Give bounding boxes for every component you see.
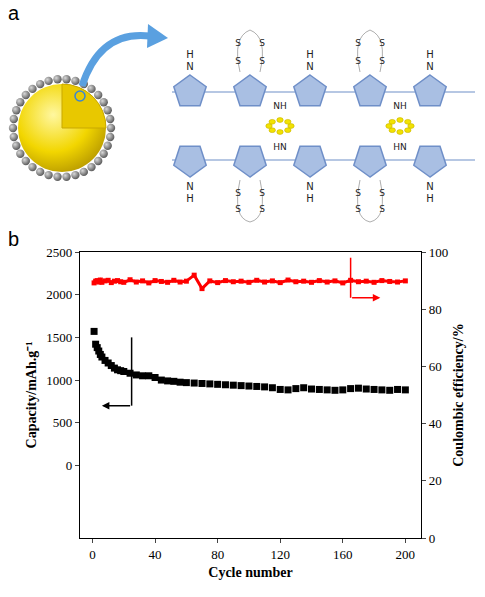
svg-text:S: S xyxy=(259,204,265,214)
svg-text:S: S xyxy=(235,38,241,48)
svg-text:0: 0 xyxy=(66,458,73,473)
svg-text:H: H xyxy=(306,193,314,204)
svg-text:80: 80 xyxy=(211,547,224,562)
svg-text:120: 120 xyxy=(270,547,290,562)
svg-text:500: 500 xyxy=(53,415,73,430)
svg-text:N: N xyxy=(306,181,313,192)
svg-text:S: S xyxy=(379,38,385,48)
svg-text:S: S xyxy=(379,188,385,198)
svg-text:200: 200 xyxy=(396,547,416,562)
svg-text:S: S xyxy=(259,188,265,198)
svg-text:S: S xyxy=(379,56,385,66)
svg-text:N: N xyxy=(186,181,193,192)
svg-text:1000: 1000 xyxy=(46,373,72,388)
html-text:b: b xyxy=(8,228,20,250)
svg-text:H: H xyxy=(186,193,194,204)
svg-text:S: S xyxy=(259,56,265,66)
svg-text:H: H xyxy=(426,193,434,204)
svg-text:0: 0 xyxy=(429,531,436,546)
svg-text:S: S xyxy=(259,38,265,48)
svg-text:S: S xyxy=(355,56,361,66)
svg-text:160: 160 xyxy=(333,547,353,562)
svg-text:HN: HN xyxy=(393,142,407,152)
svg-text:S: S xyxy=(355,204,361,214)
svg-text:S: S xyxy=(379,204,385,214)
svg-text:NH: NH xyxy=(273,101,287,111)
svg-text:2500: 2500 xyxy=(46,245,72,260)
svg-text:S: S xyxy=(355,38,361,48)
svg-text:Coulombic efficiency/%: Coulombic efficiency/% xyxy=(451,323,466,466)
svg-text:NH: NH xyxy=(393,101,407,111)
svg-text:H: H xyxy=(426,49,434,60)
svg-text:H: H xyxy=(186,49,194,60)
svg-text:N: N xyxy=(186,61,193,72)
html-text:a: a xyxy=(8,2,20,24)
svg-text:2000: 2000 xyxy=(46,287,72,302)
svg-text:Cycle number: Cycle number xyxy=(208,565,292,580)
svg-text:S: S xyxy=(235,204,241,214)
svg-text:N: N xyxy=(426,181,433,192)
svg-text:40: 40 xyxy=(429,416,442,431)
svg-text:S: S xyxy=(235,188,241,198)
svg-text:1500: 1500 xyxy=(46,330,72,345)
svg-text:S: S xyxy=(355,188,361,198)
svg-text:HN: HN xyxy=(273,142,287,152)
svg-text:N: N xyxy=(306,61,313,72)
svg-text:N: N xyxy=(426,61,433,72)
svg-text:60: 60 xyxy=(429,359,442,374)
svg-text:H: H xyxy=(306,49,314,60)
svg-text:Capacity/mAh.g⁻¹: Capacity/mAh.g⁻¹ xyxy=(24,342,39,449)
svg-text:20: 20 xyxy=(429,473,442,488)
svg-text:100: 100 xyxy=(429,245,449,260)
svg-text:40: 40 xyxy=(149,547,162,562)
svg-text:0: 0 xyxy=(89,547,96,562)
svg-text:S: S xyxy=(235,56,241,66)
svg-text:80: 80 xyxy=(429,302,442,317)
